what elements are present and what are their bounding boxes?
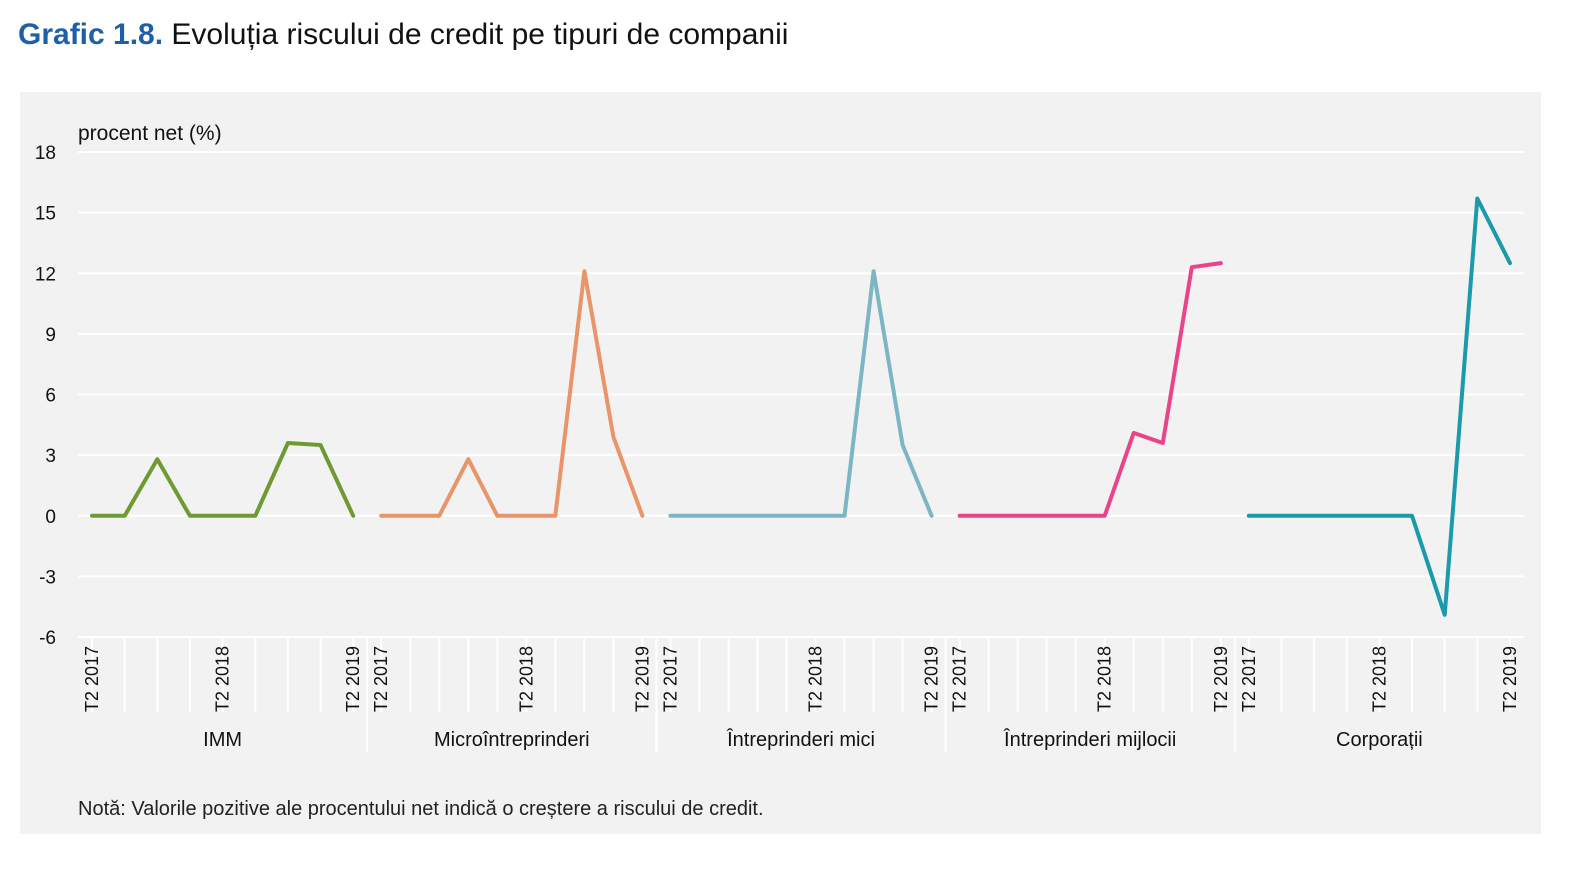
x-tick-label: T2 2017 <box>82 646 102 712</box>
x-tick-label: T2 2019 <box>1500 646 1520 712</box>
chart-note: Notă: Valorile pozitive ale procentului … <box>78 798 764 820</box>
x-tick-label: T2 2018 <box>1369 646 1389 712</box>
chart-title: Grafic 1.8. Evoluția riscului de credit … <box>18 18 788 52</box>
x-tick-label: T2 2019 <box>1211 646 1231 712</box>
y-axis-label: procent net (%) <box>78 122 222 145</box>
x-tick-label: T2 2017 <box>950 646 970 712</box>
y-tick-label: 18 <box>35 143 56 164</box>
series-line <box>957 261 1223 518</box>
y-tick-label: 15 <box>35 204 56 225</box>
line-chart: 18 15 12 9 6 3 0 -3 -6 procent net (%) T2 2017 T2 2… <box>35 122 1524 752</box>
x-tick-label: T2 2018 <box>1095 646 1115 712</box>
series-line <box>379 269 645 518</box>
x-tick-label: T2 2017 <box>1239 646 1259 712</box>
y-tick-label: 6 <box>45 386 56 407</box>
y-tick-label: 0 <box>45 507 56 528</box>
group-label: Microîntreprinderi <box>434 729 590 751</box>
group-label: IMM <box>203 729 242 751</box>
x-tick-label: T2 2017 <box>660 646 680 712</box>
x-tick-label: T2 2019 <box>343 646 363 712</box>
y-tick-label: 3 <box>45 446 56 467</box>
group-label: Întreprinderi mijlocii <box>1003 728 1176 751</box>
chart-title-number: Grafic 1.8. <box>18 18 164 51</box>
x-tick-label: T2 2018 <box>516 646 536 712</box>
chart-panel: 18 15 12 9 6 3 0 -3 -6 procent net (%) T2 2017 T2 2… <box>20 92 1541 834</box>
y-tick-label: 12 <box>35 264 56 285</box>
series-line <box>90 441 356 518</box>
y-tick-label: -3 <box>39 567 56 588</box>
x-tick-label: T2 2019 <box>632 646 652 712</box>
x-tick-label: T2 2019 <box>922 646 942 712</box>
y-tick-label: 9 <box>45 325 56 346</box>
x-tick-label: T2 2018 <box>806 646 826 712</box>
y-tick-label: -6 <box>39 628 56 649</box>
group-label: Corporații <box>1336 729 1423 751</box>
group-label: Întreprinderi mici <box>726 728 875 751</box>
chart-title-text: Evoluția riscului de credit pe tipuri de… <box>171 18 789 51</box>
series-line <box>668 269 934 518</box>
series-line <box>1246 196 1512 617</box>
x-tick-label: T2 2018 <box>213 646 233 712</box>
x-tick-label: T2 2017 <box>371 646 391 712</box>
